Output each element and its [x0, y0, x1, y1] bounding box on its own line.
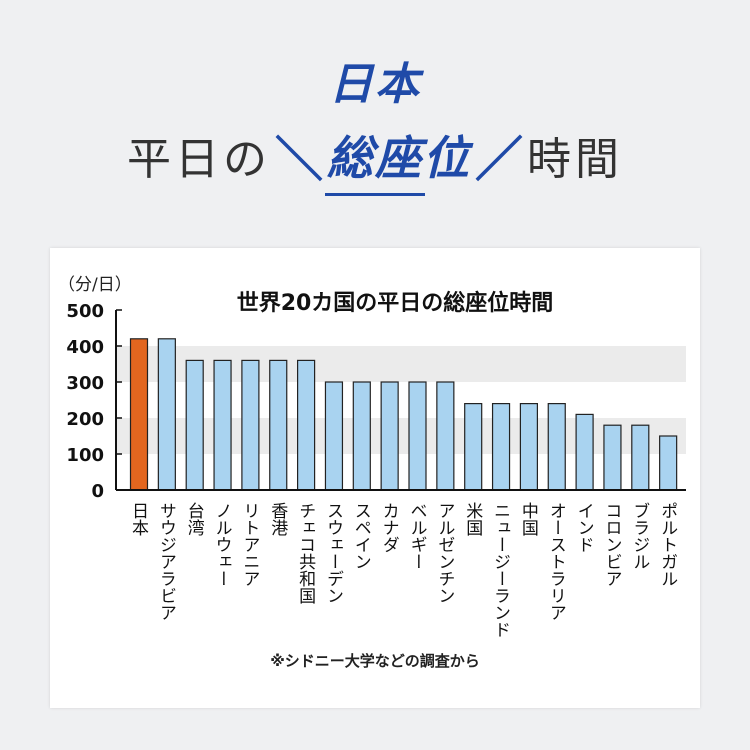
bar-2	[185, 359, 204, 491]
source-note: ※シドニー大学などの調査から	[270, 652, 480, 670]
bar-1	[157, 338, 176, 491]
chart-title: 世界20カ国の平日の総座位時間	[237, 290, 554, 316]
x-tick-label: ノルウェー	[212, 502, 232, 587]
bar-9	[380, 381, 399, 491]
x-tick-label: ブラジル	[629, 502, 649, 570]
x-tick-label: オーストラリア	[546, 502, 566, 621]
y-tick-label: 300	[66, 373, 104, 394]
x-tick-label: カナダ	[379, 502, 399, 553]
slash-left-decoration: ＼	[274, 132, 323, 188]
bar-3	[213, 359, 232, 491]
bar-6	[297, 359, 316, 491]
y-tick-label: 400	[66, 337, 104, 358]
bar-7	[324, 381, 344, 491]
bar-18	[631, 424, 650, 491]
x-tick-label: 米国	[462, 502, 483, 536]
x-tick-label: リトアニア	[239, 502, 259, 587]
x-axis-labels: 日本 サウジアラビア 台湾 ノルウェー リトアニア 香港 チェコ共和国 スウェーデン スペインカ…	[128, 502, 677, 638]
x-tick-label: チェコ共和国	[295, 502, 316, 604]
x-tick-label: 香港	[267, 502, 288, 536]
x-tick-label: コロンビア	[601, 502, 621, 587]
bar-12	[464, 403, 483, 491]
y-tick-label: 100	[66, 445, 104, 466]
bar-8	[352, 381, 371, 491]
x-tick-label: アルゼンチン	[434, 502, 454, 604]
slash-right-decoration: ／	[475, 132, 524, 188]
x-tick-label: 台湾	[184, 502, 205, 537]
headline: 平日の ＼ 総座位 ／ 時間	[0, 120, 750, 190]
bar-16	[575, 413, 594, 491]
country-label: 日本	[329, 59, 421, 110]
bar-15	[547, 403, 566, 491]
headline-prefix: 平日の	[126, 134, 271, 185]
x-tick-label: スウェーデン	[323, 502, 343, 604]
bar-11	[436, 381, 455, 491]
x-tick-label: ベルギー	[407, 502, 427, 570]
headline-keyword: 総座位	[327, 131, 471, 185]
band-1	[116, 346, 686, 382]
y-tick-label: 200	[66, 409, 104, 430]
x-tick-label: 中国	[518, 502, 538, 536]
bar-14	[519, 403, 538, 491]
y-axis-ticks: 0 100 200 300 400 500	[66, 301, 122, 502]
x-tick-label: 日本	[128, 502, 149, 536]
x-tick-label: サウジアラビア	[156, 502, 176, 621]
bar-0	[129, 338, 149, 491]
bar-10	[408, 381, 427, 491]
x-tick-label: インド	[574, 502, 594, 553]
y-tick-label: 0	[91, 481, 104, 502]
chart-card: （分/日） 世界20カ国の平日の総座位時間 0 100 200 300 400 500 日…	[50, 248, 700, 708]
x-tick-label: スペイン	[351, 502, 371, 570]
y-tick-label: 500	[66, 301, 104, 322]
bar-4	[241, 359, 260, 491]
headline-suffix: 時間	[527, 134, 624, 185]
y-axis-label: （分/日）	[58, 275, 132, 295]
bar-19	[659, 435, 678, 491]
bars	[129, 338, 678, 491]
header: 日本 平日の ＼ 総座位 ／ 時間	[0, 0, 750, 230]
bar-17	[603, 424, 622, 491]
bar-chart: （分/日） 世界20カ国の平日の総座位時間 0 100 200 300 400 500 日…	[58, 275, 686, 670]
x-tick-label: ポルトガル	[657, 502, 677, 587]
x-tick-label: ニュージーランド	[490, 502, 510, 638]
bar-13	[491, 403, 511, 491]
headline-underline	[325, 193, 425, 196]
bar-5	[269, 359, 288, 491]
